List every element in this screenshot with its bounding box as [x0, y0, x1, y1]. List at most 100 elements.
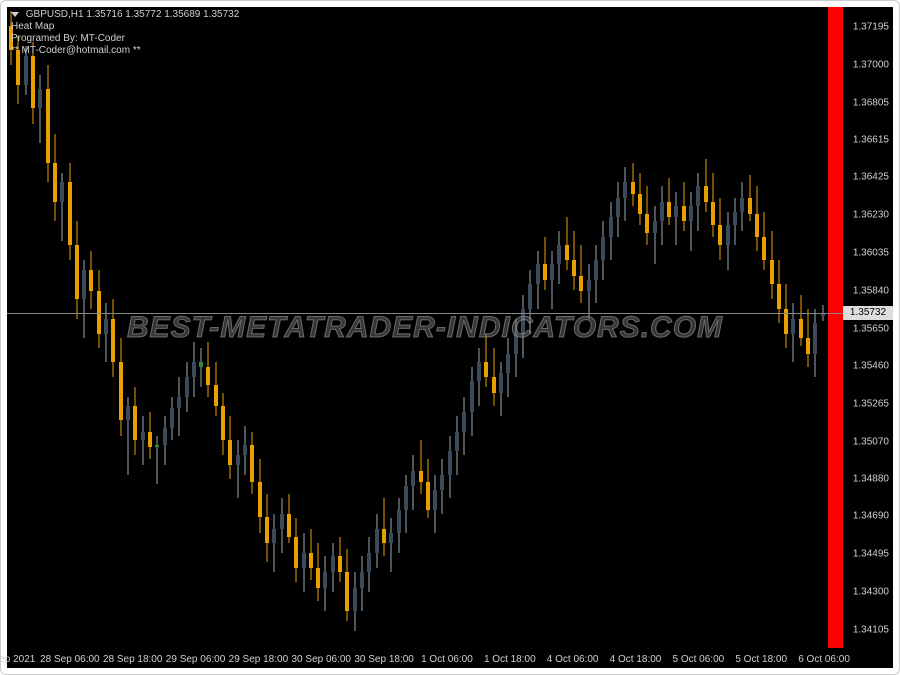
candle	[499, 362, 503, 417]
candle	[141, 416, 145, 465]
y-tick: 1.37000	[853, 60, 889, 71]
indicator-name: Heat Map	[11, 21, 54, 32]
candle	[302, 533, 306, 591]
candle	[375, 514, 379, 569]
candle	[770, 231, 774, 299]
candle	[521, 295, 525, 357]
x-tick: 5 Oct 18:00	[735, 654, 787, 665]
y-tick: 1.34880	[853, 473, 889, 484]
indicator-author: Programed By: MT-Coder	[11, 33, 125, 44]
candle	[360, 556, 364, 611]
candle	[272, 514, 276, 572]
candle	[221, 393, 225, 455]
candle	[331, 543, 335, 592]
candle	[799, 295, 803, 346]
candle	[258, 459, 262, 533]
y-tick: 1.36425	[853, 172, 889, 183]
candle	[528, 270, 532, 334]
candle	[111, 299, 115, 377]
candle	[433, 475, 437, 533]
y-tick: 1.35070	[853, 436, 889, 447]
candle	[704, 159, 708, 212]
candle	[243, 426, 247, 475]
y-tick: 1.36805	[853, 98, 889, 109]
candle	[455, 416, 459, 474]
x-tick: 29 Sep 06:00	[166, 654, 226, 665]
candle	[133, 387, 137, 455]
x-tick: 6 Oct 06:00	[798, 654, 850, 665]
chart-frame: BEST-METATRADER-INDICATORS.COM GBPUSD,H1…	[0, 0, 900, 675]
candle	[323, 556, 327, 611]
candle	[250, 432, 254, 494]
y-tick: 1.34690	[853, 510, 889, 521]
candle	[667, 178, 671, 225]
chevron-down-icon	[11, 12, 19, 17]
plot-area[interactable]: BEST-METATRADER-INDICATORS.COM GBPUSD,H1…	[7, 7, 843, 648]
y-tick: 1.36230	[853, 210, 889, 221]
candle	[236, 440, 240, 498]
candle	[155, 436, 159, 485]
candle	[616, 182, 620, 237]
candle	[411, 455, 415, 510]
candle	[711, 173, 715, 237]
candle	[748, 175, 752, 222]
candle	[265, 494, 269, 562]
chart-canvas[interactable]: BEST-METATRADER-INDICATORS.COM GBPUSD,H1…	[7, 7, 893, 668]
candle	[674, 192, 678, 245]
candle	[696, 173, 700, 231]
candle	[601, 221, 605, 279]
candle	[309, 529, 313, 580]
candle	[543, 237, 547, 290]
candle	[682, 182, 686, 231]
x-tick: 27 Sep 2021	[0, 654, 35, 665]
candle	[89, 251, 93, 309]
y-tick: 1.34105	[853, 624, 889, 635]
candle	[784, 284, 788, 348]
x-tick: 30 Sep 06:00	[292, 654, 352, 665]
red-indicator-bar	[828, 7, 843, 648]
candle	[287, 494, 291, 543]
candle	[206, 342, 210, 397]
y-tick: 1.35650	[853, 323, 889, 334]
y-axis: 1.371951.370001.368051.366151.364251.362…	[843, 7, 893, 648]
y-tick: 1.34300	[853, 586, 889, 597]
candle	[506, 338, 510, 396]
candle	[214, 362, 218, 417]
candle	[638, 173, 642, 226]
candle	[653, 206, 657, 264]
candle	[579, 245, 583, 303]
candle	[660, 186, 664, 244]
x-tick: 1 Oct 18:00	[484, 654, 536, 665]
candle	[192, 342, 196, 397]
candle	[228, 416, 232, 478]
candle	[440, 459, 444, 514]
y-tick: 1.36035	[853, 248, 889, 259]
candle	[126, 397, 130, 475]
candle	[345, 549, 349, 621]
symbol-title[interactable]: GBPUSD,H1 1.35716 1.35772 1.35689 1.3573…	[11, 9, 239, 20]
x-axis: 27 Sep 202128 Sep 06:0028 Sep 18:0029 Se…	[7, 648, 843, 668]
candle	[338, 537, 342, 582]
candle	[419, 440, 423, 495]
candle	[514, 319, 518, 377]
candle	[755, 186, 759, 250]
candle	[294, 518, 298, 582]
x-tick: 1 Oct 06:00	[421, 654, 473, 665]
candle	[492, 348, 496, 406]
y-tick: 1.35840	[853, 286, 889, 297]
candle	[367, 537, 371, 592]
x-tick: 28 Sep 06:00	[40, 654, 100, 665]
candle	[177, 377, 181, 435]
candle	[82, 260, 86, 338]
candle	[148, 412, 152, 459]
y-tick: 1.34495	[853, 548, 889, 559]
x-tick: 5 Oct 06:00	[672, 654, 724, 665]
x-tick: 30 Sep 18:00	[354, 654, 414, 665]
candle	[97, 270, 101, 348]
candle	[806, 309, 810, 367]
watermark-text: BEST-METATRADER-INDICATORS.COM	[127, 311, 723, 345]
candle	[726, 212, 730, 270]
candle	[448, 436, 452, 498]
candle	[68, 163, 72, 260]
candle	[565, 217, 569, 270]
